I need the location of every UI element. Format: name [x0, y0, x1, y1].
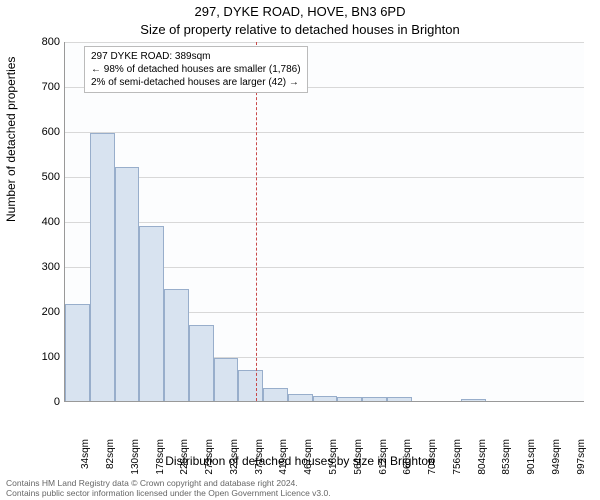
histogram-bar — [214, 358, 239, 401]
footer-line2: Contains public sector information licen… — [6, 488, 331, 498]
histogram-bar — [387, 397, 412, 401]
footer-attribution: Contains HM Land Registry data © Crown c… — [6, 478, 331, 498]
x-tick-label: 708sqm — [427, 439, 438, 475]
title-subtitle: Size of property relative to detached ho… — [0, 22, 600, 37]
histogram-bar — [461, 399, 486, 401]
y-tick-label: 400 — [25, 216, 60, 228]
y-axis-label: Number of detached properties — [4, 57, 18, 222]
y-tick-label: 200 — [25, 306, 60, 318]
histogram-bar — [313, 396, 338, 401]
y-tick-label: 600 — [25, 126, 60, 138]
y-tick-label: 300 — [25, 261, 60, 273]
legend-line: 297 DYKE ROAD: 389sqm — [91, 50, 301, 63]
histogram-bar — [362, 397, 387, 402]
y-tick-label: 100 — [25, 351, 60, 363]
x-tick-label: 612sqm — [378, 439, 389, 475]
histogram-bar — [263, 388, 288, 402]
legend-line: ← 98% of detached houses are smaller (1,… — [91, 63, 301, 76]
x-tick-label: 467sqm — [303, 439, 314, 475]
gridline — [65, 42, 584, 43]
x-tick-label: 756sqm — [452, 439, 463, 475]
title-address: 297, DYKE ROAD, HOVE, BN3 6PD — [0, 4, 600, 19]
x-tick-label: 371sqm — [254, 439, 265, 475]
histogram-bar — [189, 325, 214, 402]
histogram-bar — [139, 226, 164, 402]
x-tick-label: 660sqm — [402, 439, 413, 475]
x-tick-label: 34sqm — [80, 439, 91, 469]
property-marker-line — [256, 42, 258, 401]
x-tick-label: 516sqm — [328, 439, 339, 475]
histogram-bar — [90, 133, 115, 401]
gridline — [65, 177, 584, 178]
x-tick-label: 323sqm — [229, 439, 240, 475]
x-tick-label: 82sqm — [105, 439, 116, 469]
y-tick-label: 500 — [25, 171, 60, 183]
y-tick-label: 800 — [25, 36, 60, 48]
histogram-bar — [65, 304, 90, 401]
x-tick-label: 419sqm — [278, 439, 289, 475]
legend-box: 297 DYKE ROAD: 389sqm← 98% of detached h… — [84, 46, 308, 93]
histogram-bar — [164, 289, 189, 402]
footer-line1: Contains HM Land Registry data © Crown c… — [6, 478, 331, 488]
x-tick-label: 225sqm — [179, 439, 190, 475]
gridline — [65, 132, 584, 133]
histogram-bar — [337, 397, 362, 402]
x-tick-label: 178sqm — [155, 439, 166, 475]
x-tick-label: 273sqm — [204, 439, 215, 475]
y-tick-label: 700 — [25, 81, 60, 93]
histogram-plot — [64, 42, 584, 402]
x-tick-label: 949sqm — [551, 439, 562, 475]
gridline — [65, 222, 584, 223]
x-tick-label: 564sqm — [353, 439, 364, 475]
x-tick-label: 804sqm — [477, 439, 488, 475]
x-tick-label: 997sqm — [576, 439, 587, 475]
histogram-bar — [238, 370, 263, 402]
y-tick-label: 0 — [25, 396, 60, 408]
histogram-bar — [115, 167, 140, 401]
histogram-bar — [288, 394, 313, 401]
x-tick-label: 853sqm — [501, 439, 512, 475]
legend-line: 2% of semi-detached houses are larger (4… — [91, 76, 301, 89]
x-tick-label: 130sqm — [130, 439, 141, 475]
x-tick-label: 901sqm — [526, 439, 537, 475]
